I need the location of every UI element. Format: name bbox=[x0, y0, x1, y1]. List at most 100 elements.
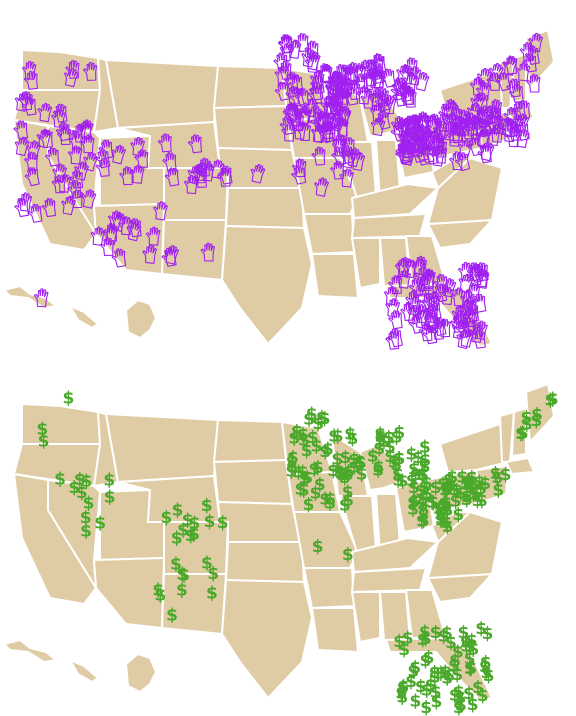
dollar-sign-marker: $ bbox=[176, 580, 188, 600]
dollar-sign-marker: $ bbox=[152, 581, 164, 601]
dollar-sign-marker: $ bbox=[327, 461, 339, 481]
dollar-sign-marker: $ bbox=[410, 465, 422, 485]
dollar-sign-marker: $ bbox=[36, 420, 48, 440]
dollar-sign-marker: $ bbox=[482, 624, 494, 644]
dollar-sign-marker: $ bbox=[453, 683, 465, 703]
dollar-sign-marker: $ bbox=[375, 427, 387, 447]
dollar-sign-marker: $ bbox=[461, 487, 473, 507]
dollar-sign-marker: $ bbox=[312, 458, 324, 478]
dollar-sign-marker: $ bbox=[531, 405, 543, 425]
dollar-sign-marker: $ bbox=[410, 691, 422, 711]
dollar-sign-marker: $ bbox=[433, 499, 445, 519]
dollar-sign-marker: $ bbox=[80, 522, 92, 542]
dollar-sign-marker: $ bbox=[355, 454, 367, 474]
dollar-sign-marker: $ bbox=[462, 475, 474, 495]
dollar-sign-marker: $ bbox=[373, 458, 385, 478]
dollar-sign-marker: $ bbox=[464, 649, 476, 669]
dollar-sign-marker: $ bbox=[407, 500, 419, 520]
dollar-sign-marker: $ bbox=[439, 663, 451, 683]
dollar-sign-marker: $ bbox=[415, 481, 427, 501]
dollar-sign-marker: $ bbox=[492, 481, 504, 501]
dollar-sign-marker: $ bbox=[458, 623, 470, 643]
dollar-sign-marker: $ bbox=[391, 428, 403, 448]
dollar-sign-marker: $ bbox=[406, 444, 418, 464]
dollar-sign-marker: $ bbox=[442, 478, 454, 498]
dollar-sign-marker: $ bbox=[166, 606, 178, 626]
dollar-sign-marker: $ bbox=[301, 441, 313, 461]
dollar-sign-marker: $ bbox=[412, 448, 424, 468]
dollar-sign-marker: $ bbox=[461, 474, 473, 494]
dollar-sign-marker: $ bbox=[430, 478, 442, 498]
dollar-sign-marker: $ bbox=[177, 521, 189, 541]
dollar-sign-marker: $ bbox=[312, 537, 324, 557]
dollar-sign-marker: $ bbox=[419, 437, 431, 457]
dollar-sign-marker: $ bbox=[480, 653, 492, 673]
dollar-sign-marker: $ bbox=[336, 465, 348, 485]
dollar-sign-marker: $ bbox=[419, 623, 431, 643]
dollar-sign-marker: $ bbox=[384, 447, 396, 467]
dollar-sign-marker: $ bbox=[340, 448, 352, 468]
dollar-sign-marker: $ bbox=[472, 678, 484, 698]
dollar-sign-marker: $ bbox=[201, 496, 213, 516]
dollar-sign-marker: $ bbox=[475, 479, 487, 499]
dollar-sign-marker: $ bbox=[455, 483, 467, 503]
dollar-sign-marker: $ bbox=[460, 633, 472, 653]
dollar-sign-marker: $ bbox=[339, 468, 351, 488]
dollar-sign-marker: $ bbox=[397, 472, 409, 492]
dollar-sign-marker: $ bbox=[463, 684, 475, 704]
dollar-sign-marker: $ bbox=[521, 415, 533, 435]
dollar-sign-marker: $ bbox=[415, 677, 427, 697]
dollar-sign-marker: $ bbox=[288, 428, 300, 448]
dollar-sign-marker: $ bbox=[530, 411, 542, 431]
dollar-sign-marker: $ bbox=[38, 431, 50, 451]
dollar-sign-marker: $ bbox=[500, 465, 512, 485]
dollar-sign-marker: $ bbox=[417, 630, 429, 650]
dollar-sign-marker: $ bbox=[405, 672, 417, 692]
dollar-sign-marker: $ bbox=[319, 490, 331, 510]
dollar-sign-marker: $ bbox=[367, 446, 379, 466]
dollar-sign-marker: $ bbox=[442, 501, 454, 521]
dollar-sign-marker: $ bbox=[347, 429, 359, 449]
dollar-sign-marker: $ bbox=[418, 511, 430, 531]
dollar-sign-marker: $ bbox=[397, 678, 409, 698]
dollar-sign-marker: $ bbox=[473, 473, 485, 493]
dollar-sign-marker: $ bbox=[176, 565, 188, 585]
dollar-sign-marker: $ bbox=[465, 659, 477, 679]
dollar-sign-marker: $ bbox=[547, 389, 559, 409]
dollar-sign-marker: $ bbox=[461, 637, 473, 657]
dollar-signs-layer: $$$$$$$$$$$$$ $ $ $$$$$$$ $ $$$ $$$$$$$$$$$$$$… bbox=[36, 389, 558, 716]
dollar-sign-marker: $ bbox=[441, 668, 453, 688]
dollar-sign-marker: $ bbox=[417, 505, 429, 525]
dollar-sign-marker: $ bbox=[206, 584, 218, 604]
dollar-sign-marker: $ bbox=[394, 449, 406, 469]
dollar-sign-marker: $ bbox=[388, 452, 400, 472]
dollar-sign-marker: $ bbox=[74, 470, 86, 490]
dollar-sign-marker: $ bbox=[417, 466, 429, 486]
dollar-sign-marker: $ bbox=[521, 408, 533, 428]
dollar-sign-marker: $ bbox=[178, 565, 190, 585]
dollar-sign-marker: $ bbox=[293, 463, 305, 483]
dollar-sign-marker: $ bbox=[472, 491, 484, 511]
dollar-sign-marker: $ bbox=[464, 659, 476, 679]
dollar-sign-marker: $ bbox=[455, 695, 467, 715]
dollar-sign-marker: $ bbox=[451, 665, 463, 685]
dollar-sign-marker: $ bbox=[63, 389, 75, 409]
dollar-sign-marker: $ bbox=[417, 489, 429, 509]
hands-map bbox=[3, 29, 557, 351]
dollar-sign-marker: $ bbox=[392, 470, 404, 490]
dollar-sign-marker: $ bbox=[287, 457, 299, 477]
dollar-sign-marker: $ bbox=[467, 640, 479, 660]
dollar-sign-marker: $ bbox=[409, 492, 421, 512]
dollar-sign-marker: $ bbox=[449, 651, 461, 671]
dollar-sign-marker: $ bbox=[463, 473, 475, 493]
dollar-sign-marker: $ bbox=[171, 528, 183, 548]
dollar-sign-marker: $ bbox=[515, 424, 527, 444]
dollar-sign-marker: $ bbox=[286, 462, 298, 482]
dollar-sign-marker: $ bbox=[94, 513, 106, 533]
dollar-sign-marker: $ bbox=[343, 462, 355, 482]
dollar-sign-marker: $ bbox=[416, 512, 428, 532]
dollar-sign-marker: $ bbox=[442, 517, 454, 537]
dollar-sign-marker: $ bbox=[306, 405, 318, 425]
dollar-sign-marker: $ bbox=[467, 695, 479, 715]
dollar-sign-marker: $ bbox=[372, 460, 384, 480]
